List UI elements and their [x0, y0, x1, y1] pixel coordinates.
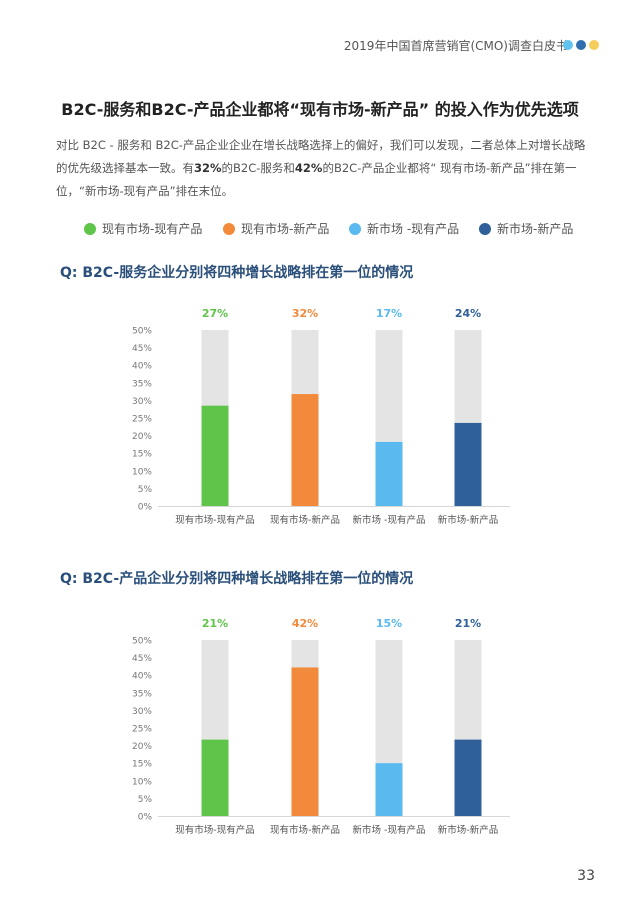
y-tick-label: 45% [132, 344, 152, 354]
y-tick-label: 15% [132, 450, 152, 460]
y-tick-label: 40% [132, 362, 152, 372]
bar [201, 739, 229, 816]
bar [454, 739, 482, 816]
data-label: 42% [292, 617, 318, 630]
data-label: 24% [455, 307, 481, 320]
x-tick-label: 新市场 -现有产品 [353, 514, 426, 526]
report-title: 2019年中国首席营销官(CMO)调查白皮书 [343, 39, 568, 53]
header-dot-light-blue [563, 40, 573, 50]
data-label: 32% [292, 307, 318, 320]
paragraph-text-1: 对比 B2C - 服务和 B2C-产品企业企业在增长战略选择上的偏好，我们可以发… [56, 138, 586, 175]
legend-label: 现有市场-新产品 [241, 222, 330, 236]
bar [201, 405, 229, 506]
y-tick-label: 0% [138, 503, 153, 513]
data-label: 15% [376, 617, 402, 630]
legend-swatch [479, 222, 491, 235]
y-tick-label: 10% [132, 777, 152, 787]
y-tick-label: 10% [132, 467, 152, 477]
y-tick-label: 0% [138, 813, 153, 823]
legend-swatch [349, 222, 361, 235]
x-tick-label: 现有市场-现有产品 [175, 824, 254, 836]
chart2-b2c-product: 0% 5% 10% 15% 20% 25% 30% 35% 40% 45% 50% 21% 现有市场-现… [0, 606, 640, 846]
legend-label: 现有市场-现有产品 [102, 222, 203, 236]
page-number: 33 [577, 868, 595, 884]
y-tick-label: 50% [132, 327, 152, 337]
legend-label: 新市场-新产品 [497, 222, 574, 236]
y-tick-label: 35% [132, 689, 152, 699]
header-dot-yellow [589, 40, 599, 50]
x-tick-label: 新市场-新产品 [438, 514, 498, 526]
data-label: 27% [202, 307, 228, 320]
x-tick-label: 现有市场-新产品 [270, 514, 340, 526]
chart2-svg: 0% 5% 10% 15% 20% 25% 30% 35% 40% 45% 50% 21% 现有市场-现… [132, 617, 510, 836]
y-tick-label: 20% [132, 432, 152, 442]
chart1-svg: 0% 5% 10% 15% 20% 25% 30% 35% 40% 45% 50% 27% 现有市场-现… [132, 307, 510, 526]
bar [375, 763, 403, 816]
x-tick-label: 新市场-新产品 [438, 824, 498, 836]
y-tick-label: 40% [132, 672, 152, 682]
y-tick-label: 5% [138, 795, 153, 805]
legend-item-new-market-existing-product: 新市场 -现有产品 [349, 220, 459, 237]
intro-paragraph: 对比 B2C - 服务和 B2C-产品企业企业在增长战略选择上的偏好，我们可以发… [56, 134, 591, 203]
legend-swatch [223, 222, 235, 235]
chart1-title: Q: B2C-服务企业分别将四种增长战略排在第一位的情况 [60, 265, 414, 281]
chart1-b2c-service: 0% 5% 10% 15% 20% 25% 30% 35% 40% 45% 50% 27% 现有市场-现… [0, 296, 640, 536]
paragraph-text-3: 的B2C-产品企业都将“ 现有市场-新产品”排在第一位，“新市场-现有产品”排在… [56, 161, 577, 198]
paragraph-pct-2: 42% [294, 161, 323, 175]
bar [291, 667, 319, 816]
y-tick-label: 30% [132, 397, 152, 407]
x-tick-label: 新市场 -现有产品 [353, 824, 426, 836]
bar [375, 441, 403, 506]
bar [454, 422, 482, 506]
y-tick-label: 30% [132, 707, 152, 717]
y-tick-label: 25% [132, 725, 152, 735]
data-label: 21% [202, 617, 228, 630]
y-tick-label: 35% [132, 379, 152, 389]
section-title: B2C-服务和B2C-产品企业都将“现有市场-新产品” 的投入作为优先选项 [61, 100, 579, 119]
legend-item-new-market-new-product: 新市场-新产品 [479, 220, 573, 237]
data-label: 17% [376, 307, 402, 320]
x-tick-label: 现有市场-新产品 [270, 824, 340, 836]
header-dot-blue [576, 40, 586, 50]
y-tick-label: 50% [132, 637, 152, 647]
x-tick-label: 现有市场-现有产品 [175, 514, 254, 526]
bar [291, 394, 319, 506]
y-tick-label: 45% [132, 654, 152, 664]
legend: 现有市场-现有产品 现有市场-新产品 新市场 -现有产品 新市场-新产品 [0, 220, 640, 238]
chart2-title: Q: B2C-产品企业分别将四种增长战略排在第一位的情况 [60, 571, 414, 587]
y-tick-label: 20% [132, 742, 152, 752]
y-tick-label: 5% [138, 485, 153, 495]
paragraph-pct-1: 32% [194, 161, 222, 175]
data-label: 21% [455, 617, 481, 630]
legend-item-existing-market-new-product: 现有市场-新产品 [223, 220, 329, 237]
y-tick-label: 25% [132, 415, 152, 425]
legend-label: 新市场 -现有产品 [367, 222, 460, 236]
paragraph-text-2: 的B2C-服务和 [221, 161, 295, 175]
legend-item-existing-market-existing-product: 现有市场-现有产品 [84, 220, 202, 237]
y-tick-label: 15% [132, 760, 152, 770]
legend-swatch [84, 222, 96, 235]
